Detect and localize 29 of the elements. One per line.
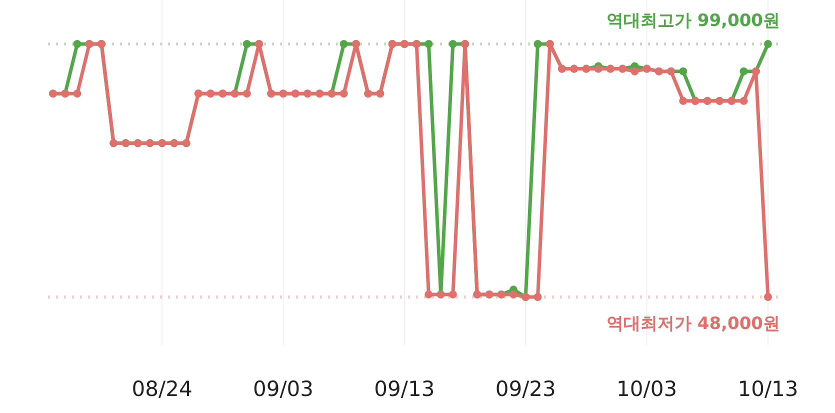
x-tick-label: 09/13 xyxy=(374,377,435,401)
point xyxy=(448,290,457,298)
point xyxy=(424,290,433,298)
point xyxy=(740,96,748,105)
point xyxy=(340,90,348,98)
point xyxy=(630,67,639,76)
x-tick-label: 10/13 xyxy=(738,377,798,401)
point xyxy=(73,40,82,48)
point xyxy=(534,40,542,48)
point xyxy=(510,290,518,298)
point xyxy=(679,96,688,105)
point xyxy=(534,293,542,301)
point xyxy=(764,40,772,48)
point xyxy=(679,67,688,76)
ref-line-label: 역대최고가 99,000원 xyxy=(606,11,780,31)
x-tick-label: 08/24 xyxy=(132,377,192,401)
point xyxy=(764,293,772,301)
point xyxy=(340,40,348,48)
ref-line-label: 역대최저가 48,000원 xyxy=(606,314,780,334)
x-tick-label: 09/03 xyxy=(252,377,314,401)
point xyxy=(242,40,251,48)
point xyxy=(242,90,251,98)
point xyxy=(424,40,433,48)
x-tick-label: 10/03 xyxy=(616,377,678,401)
point xyxy=(594,64,602,73)
x-tick-label: 09/23 xyxy=(495,377,556,401)
point xyxy=(73,90,82,98)
point xyxy=(448,40,457,48)
point xyxy=(740,67,748,76)
